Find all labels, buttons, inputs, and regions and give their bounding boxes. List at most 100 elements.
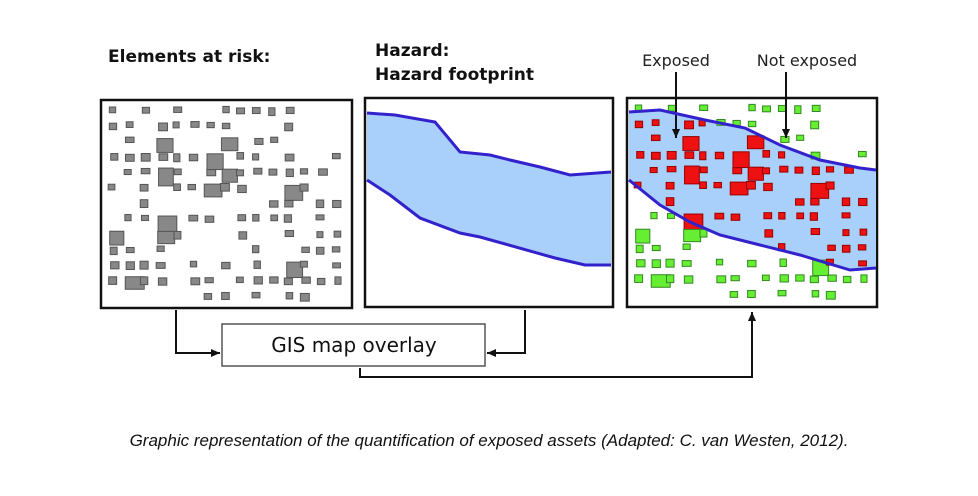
building — [252, 245, 260, 254]
building — [268, 107, 276, 117]
not-exposed-label: Not exposed — [757, 51, 857, 70]
building — [315, 199, 325, 209]
building — [221, 168, 238, 183]
building — [777, 289, 787, 297]
building — [252, 214, 260, 222]
building — [747, 120, 757, 128]
building — [665, 258, 675, 268]
building — [747, 289, 756, 298]
building — [206, 169, 217, 177]
building — [778, 151, 786, 159]
building — [253, 167, 263, 175]
building — [635, 228, 651, 244]
building — [270, 136, 279, 143]
building — [173, 168, 182, 176]
building — [859, 228, 868, 236]
building — [650, 151, 661, 160]
building — [284, 122, 294, 132]
building — [316, 231, 324, 239]
building — [221, 122, 231, 130]
elements-panel — [99, 98, 354, 310]
overlay-box — [221, 323, 486, 367]
building — [699, 228, 708, 238]
building — [332, 199, 342, 209]
building — [155, 262, 166, 269]
building — [318, 168, 328, 176]
building — [190, 277, 201, 286]
building — [284, 184, 304, 201]
building — [252, 153, 260, 161]
building — [860, 274, 868, 283]
building — [253, 260, 261, 269]
building — [842, 275, 852, 284]
building — [124, 214, 132, 222]
building — [110, 261, 120, 270]
building — [858, 197, 868, 207]
building — [236, 152, 245, 160]
building — [158, 167, 174, 187]
building — [331, 152, 341, 160]
building — [764, 229, 774, 238]
building — [730, 275, 740, 282]
building — [108, 276, 118, 285]
exposed-label: Exposed — [642, 51, 710, 70]
building — [251, 107, 261, 115]
building — [315, 214, 325, 221]
building — [204, 215, 215, 223]
building — [778, 212, 786, 220]
building — [650, 134, 661, 142]
building — [285, 168, 294, 178]
building — [285, 292, 294, 300]
building — [825, 166, 835, 173]
building — [716, 275, 727, 284]
building — [811, 104, 821, 113]
building — [125, 261, 135, 271]
building — [188, 214, 199, 222]
building — [649, 166, 658, 174]
building — [139, 260, 149, 270]
building — [156, 245, 165, 252]
building — [158, 122, 168, 132]
hazard-panel — [363, 96, 615, 309]
building — [858, 260, 867, 267]
building — [699, 151, 707, 161]
building — [762, 150, 771, 158]
building — [331, 246, 341, 253]
building — [140, 214, 149, 221]
building — [762, 105, 772, 113]
building — [204, 277, 214, 284]
building — [729, 181, 749, 196]
building — [206, 121, 215, 129]
building — [681, 260, 692, 267]
building — [857, 244, 867, 251]
building — [666, 165, 677, 173]
building — [315, 246, 325, 255]
building — [140, 276, 149, 286]
building — [237, 184, 247, 194]
building — [301, 246, 310, 253]
building — [841, 244, 851, 253]
building — [777, 105, 787, 113]
building — [109, 230, 125, 246]
building — [715, 258, 724, 266]
building — [796, 212, 805, 220]
building — [269, 276, 279, 284]
building — [286, 261, 304, 279]
building — [284, 200, 294, 208]
overlay-label: GIS map overlay — [271, 333, 437, 357]
building — [189, 260, 198, 268]
building — [139, 199, 149, 209]
building — [729, 291, 739, 298]
building — [732, 167, 743, 175]
building — [636, 259, 646, 268]
building — [795, 198, 805, 206]
building — [254, 137, 264, 145]
building — [221, 261, 231, 270]
building — [666, 274, 675, 284]
building — [124, 136, 135, 144]
building — [780, 135, 790, 143]
building — [108, 106, 117, 114]
building — [684, 120, 694, 130]
